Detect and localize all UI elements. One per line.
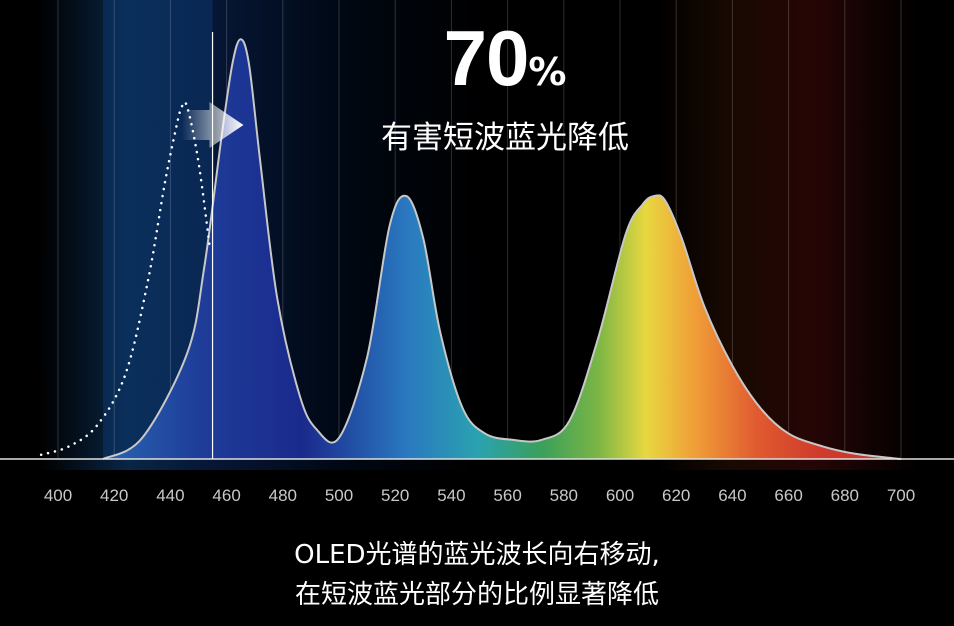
headline: 70% [380,18,630,98]
caption-line-2: 在短波蓝光部分的比例显著降低 [294,580,659,610]
x-tick-label: 680 [831,486,859,505]
x-tick-label: 500 [325,486,353,505]
x-tick-label: 660 [774,486,802,505]
x-tick-label: 560 [493,486,521,505]
x-tick-label: 520 [381,486,409,505]
x-tick-label: 600 [606,486,634,505]
x-tick-label: 460 [212,486,240,505]
spectrum-area [102,39,901,460]
x-tick-label: 440 [156,486,184,505]
x-tick-label: 640 [718,486,746,505]
headline-subtitle: 有害短波蓝光降低 [381,120,629,156]
caption-line-1: OLED光谱的蓝光波长向右移动, [294,540,660,570]
headline-value: 70 [443,14,530,102]
x-tick-label: 700 [887,486,915,505]
x-tick-label: 620 [662,486,690,505]
x-tick-label: 540 [437,486,465,505]
spectrum-line [102,38,902,460]
x-tick-label: 420 [100,486,128,505]
x-tick-label: 580 [550,486,578,505]
x-tick-label: 400 [44,486,72,505]
x-tick-label: 480 [269,486,297,505]
shift-arrow [181,102,244,148]
headline-unit: % [528,50,567,94]
